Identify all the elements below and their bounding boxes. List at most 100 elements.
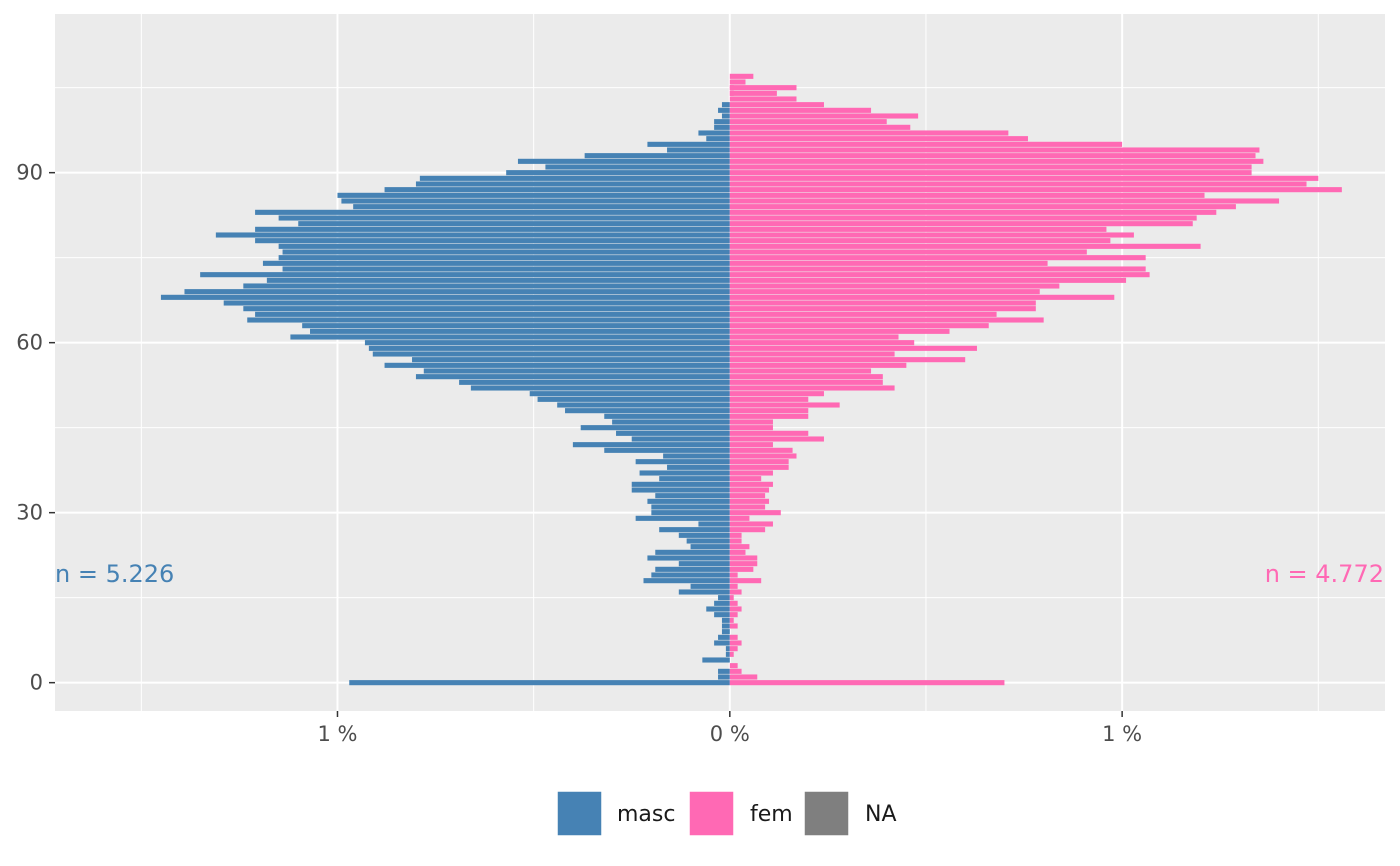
bar-fem — [729, 317, 1044, 323]
bar-fem — [729, 578, 762, 584]
bar-fem — [729, 300, 1036, 306]
bar-masc — [678, 589, 730, 595]
bar-fem — [729, 459, 789, 465]
bar-fem — [729, 527, 766, 533]
bar-masc — [667, 147, 730, 153]
bar-masc — [655, 566, 730, 572]
bar-masc — [659, 527, 730, 533]
bar-masc — [678, 561, 730, 567]
bar-masc — [651, 510, 730, 516]
bar-masc — [506, 170, 730, 176]
bar-masc — [517, 158, 730, 164]
bar-fem — [729, 532, 742, 538]
bar-masc — [255, 209, 730, 215]
bar-fem — [729, 102, 824, 108]
bar-fem — [729, 283, 1060, 289]
bar-fem — [729, 164, 1252, 170]
bar-masc — [364, 340, 730, 346]
bar-fem — [729, 493, 766, 499]
bar-fem — [729, 634, 738, 640]
legend-label-masc: masc — [617, 802, 675, 827]
bar-masc — [690, 544, 730, 550]
bar-masc — [341, 198, 730, 204]
y-axis: 0 30 60 90 — [16, 161, 55, 695]
bar-masc — [651, 572, 730, 578]
bar-fem — [729, 668, 742, 674]
bar-masc — [278, 215, 730, 221]
bar-fem — [729, 294, 1115, 300]
bar-fem — [729, 566, 754, 572]
bar-masc — [604, 447, 730, 453]
bar-masc — [384, 362, 730, 368]
y-tick-label: 0 — [30, 671, 43, 695]
bar-fem — [729, 141, 1123, 147]
bar-masc — [718, 107, 730, 113]
bars — [160, 73, 1342, 686]
bar-masc — [690, 583, 730, 589]
bar-fem — [729, 402, 840, 408]
bar-fem — [729, 640, 742, 646]
bar-masc — [557, 402, 730, 408]
bar-fem — [729, 561, 758, 567]
bar-fem — [729, 674, 758, 680]
bar-masc — [643, 578, 730, 584]
bar-masc — [631, 487, 730, 493]
bar-fem — [729, 572, 738, 578]
bar-masc — [368, 345, 730, 351]
bar-masc — [616, 430, 730, 436]
bar-fem — [729, 215, 1197, 221]
bar-masc — [584, 153, 730, 159]
bar-fem — [729, 555, 758, 561]
bar-fem — [729, 413, 809, 419]
bar-masc — [282, 249, 730, 255]
bar-fem — [729, 181, 1307, 187]
bar-fem — [729, 362, 907, 368]
bar-fem — [729, 612, 738, 618]
bar-masc — [714, 124, 730, 130]
bar-fem — [729, 136, 1028, 142]
bar-fem — [729, 651, 734, 657]
bar-fem — [729, 249, 1087, 255]
legend-label-na: NA — [865, 802, 897, 827]
bar-fem — [729, 453, 797, 459]
bar-masc — [415, 181, 730, 187]
bar-masc — [290, 334, 730, 340]
bar-fem — [729, 617, 734, 623]
bar-fem — [729, 130, 1009, 136]
bar-masc — [278, 255, 730, 261]
bar-fem — [729, 260, 1048, 266]
bar-fem — [729, 90, 734, 96]
bar-fem — [729, 175, 1319, 181]
bar-fem — [729, 646, 738, 652]
bar-fem — [729, 96, 797, 102]
bar-masc — [725, 646, 730, 652]
bar-masc — [200, 272, 730, 278]
bar-fem — [729, 113, 919, 119]
bar-fem — [729, 107, 872, 113]
bar-fem — [729, 311, 997, 317]
bar-masc — [243, 283, 730, 289]
bar-masc — [545, 164, 730, 170]
bar-fem — [729, 351, 895, 357]
bar-masc — [635, 459, 730, 465]
bar-fem — [729, 600, 738, 606]
bar-masc — [647, 555, 730, 561]
bar-fem — [729, 391, 824, 397]
bar-fem — [729, 470, 773, 476]
bar-fem — [729, 158, 1264, 164]
fem-total-label: n = 4.772 — [1265, 560, 1384, 588]
bar-masc — [714, 600, 730, 606]
bar-fem — [729, 232, 1134, 238]
bar-masc — [223, 300, 730, 306]
bar-fem — [729, 481, 773, 487]
bar-masc — [714, 612, 730, 618]
bar-masc — [698, 130, 730, 136]
bar-fem — [729, 447, 793, 453]
bar-masc — [647, 498, 730, 504]
bar-fem — [729, 289, 1040, 295]
bar-masc — [298, 221, 730, 227]
bar-fem — [729, 408, 809, 414]
y-tick-label: 90 — [16, 161, 43, 185]
bar-fem — [729, 663, 738, 669]
